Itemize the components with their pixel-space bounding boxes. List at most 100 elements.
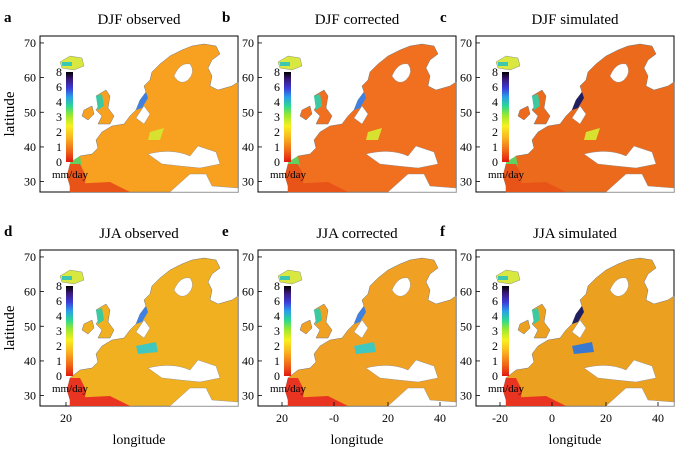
lat-tick-label: 50: [460, 319, 472, 333]
ireland: [81, 319, 95, 335]
norway-coast-wet: [354, 306, 366, 324]
colorbar-unit-label: mm/day: [270, 169, 307, 181]
colorbar-tick-label: 6: [492, 80, 498, 94]
colorbar-tick-label: 4: [492, 95, 498, 109]
lat-tick-label: 70: [242, 250, 254, 264]
britain-west-wet: [532, 308, 540, 324]
colorbar-tick-label: 1: [56, 354, 62, 368]
panel-letter-e: e: [222, 224, 229, 240]
lat-tick-label: 60: [460, 285, 472, 299]
x-axis-label: longitude: [549, 433, 602, 448]
lon-tick-label: -0: [329, 411, 339, 425]
panel-c: [475, 35, 675, 193]
lat-tick-label: 70: [460, 36, 472, 50]
lat-tick-label: 40: [242, 140, 254, 154]
colorbar-tick-label: 1: [274, 354, 280, 368]
colorbar-tick-label: 0: [56, 155, 62, 169]
colorbar-tick-label: 8: [56, 65, 62, 79]
lat-tick-label: 40: [24, 140, 36, 154]
lat-tick-label: 50: [242, 319, 254, 333]
colorbar-tick-label: 6: [274, 294, 280, 308]
britain-west-wet: [314, 94, 322, 110]
lat-tick-label: 50: [460, 105, 472, 119]
colorbar-tick-label: 6: [56, 294, 62, 308]
ireland: [299, 319, 313, 335]
colorbar-tick-label: 8: [56, 279, 62, 293]
panel-letter-d: d: [4, 224, 13, 240]
colorbar-tick-label: 3: [492, 110, 498, 124]
y-axis-label: latitude: [2, 91, 18, 136]
land-mass: [59, 257, 239, 407]
baltic-sea: [353, 63, 411, 125]
alps-moist: [366, 128, 382, 140]
ireland: [81, 105, 95, 121]
lat-tick-label: 70: [460, 250, 472, 264]
panel-title-a: DJF observed: [98, 12, 181, 28]
lat-tick-label: 70: [242, 36, 254, 50]
panel-letter-b: b: [222, 10, 230, 26]
lat-tick-label: 60: [24, 285, 36, 299]
ireland: [517, 105, 531, 121]
britain-west-wet: [96, 94, 104, 110]
lat-tick-label: 60: [24, 71, 36, 85]
colorbar-f: [502, 286, 509, 376]
black-mediterranean-sea: [365, 359, 457, 407]
colorbar-tick-label: 2: [492, 125, 498, 139]
britain-west-wet: [96, 308, 104, 324]
lat-tick-label: 60: [242, 71, 254, 85]
panel-title-f: JJA simulated: [533, 226, 617, 242]
lat-tick-label: 40: [460, 140, 472, 154]
north-africa-dry: [506, 182, 566, 192]
lat-tick-label: 40: [460, 354, 472, 368]
colorbar-tick-label: 4: [56, 95, 62, 109]
colorbar-unit-label: mm/day: [488, 383, 525, 395]
baltic-sea: [135, 63, 193, 125]
norway-coast-wet: [354, 92, 366, 110]
baltic-sea: [353, 277, 411, 339]
panel-letter-a: a: [4, 10, 12, 26]
land-mass: [277, 257, 457, 407]
colorbar-tick-label: 4: [274, 95, 280, 109]
north-africa-dry: [288, 396, 348, 406]
lat-tick-label: 40: [24, 354, 36, 368]
colorbar-e: [284, 286, 291, 376]
colorbar-tick-label: 2: [274, 125, 280, 139]
north-africa-dry: [506, 396, 566, 406]
colorbar-tick-label: 4: [56, 309, 62, 323]
britain-west-wet: [532, 94, 540, 110]
colorbar-tick-label: 2: [492, 339, 498, 353]
colorbar-tick-label: 3: [492, 324, 498, 338]
lat-tick-label: 60: [460, 71, 472, 85]
colorbar-tick-label: 1: [56, 140, 62, 154]
panel-b: [257, 35, 457, 193]
north-africa-dry: [288, 182, 348, 192]
panel-letter-c: c: [440, 10, 447, 26]
colorbar-tick-label: 3: [56, 110, 62, 124]
lon-tick-label: 40: [434, 411, 446, 425]
colorbar-tick-label: 1: [492, 354, 498, 368]
alps-wet: [136, 342, 158, 354]
colorbar-unit-label: mm/day: [270, 383, 307, 395]
black-mediterranean-sea: [147, 145, 239, 193]
lat-tick-label: 50: [24, 319, 36, 333]
colorbar-tick-label: 0: [56, 369, 62, 383]
black-mediterranean-sea: [583, 359, 675, 407]
colorbar-b: [284, 72, 291, 162]
land-mass: [59, 43, 239, 193]
colorbar-d: [66, 286, 73, 376]
lat-tick-label: 60: [242, 285, 254, 299]
lon-tick-label: -20: [492, 411, 508, 425]
colorbar-unit-label: mm/day: [488, 169, 525, 181]
panel-title-c: DJF simulated: [531, 12, 619, 28]
black-mediterranean-sea: [147, 359, 239, 407]
lon-tick-label: 20: [600, 411, 612, 425]
colorbar-tick-label: 4: [492, 309, 498, 323]
lon-tick-label: 20: [276, 411, 288, 425]
colorbar-tick-label: 6: [492, 294, 498, 308]
colorbar-tick-label: 4: [274, 309, 280, 323]
lat-tick-label: 50: [24, 105, 36, 119]
colorbar-tick-label: 0: [274, 369, 280, 383]
x-axis-label: longitude: [113, 433, 166, 448]
iceland-wet: [498, 62, 508, 66]
